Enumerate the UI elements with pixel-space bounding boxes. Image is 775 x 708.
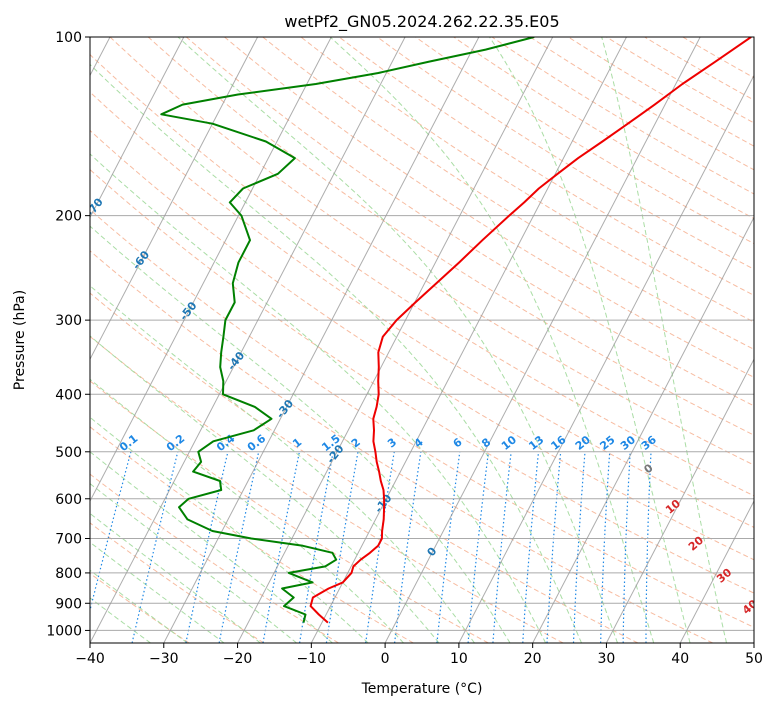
isotherm-line	[90, 37, 406, 643]
dry-adiabat-line	[90, 129, 754, 561]
moist-adiabat-line	[90, 63, 582, 643]
sounding-profiles	[160, 37, 752, 624]
y-tick-label: 400	[55, 387, 82, 403]
moist-adiabat-line	[90, 285, 475, 643]
dry-adiabat-line	[90, 168, 754, 594]
mixing-ratio-line	[131, 451, 179, 643]
dry-adiabat-line	[491, 37, 754, 195]
x-axis-title: Temperature (°C)	[361, 681, 483, 697]
isotherm-line	[532, 216, 754, 643]
mixing-ratio-line	[467, 451, 489, 643]
mixing-ratio-line	[365, 451, 395, 643]
y-tick-label: 200	[55, 209, 82, 225]
moist-adiabat-line	[90, 416, 369, 643]
dry-adiabat-line	[415, 37, 754, 245]
dry-adiabat-line	[90, 209, 754, 628]
mixing-ratio-lines	[90, 451, 652, 643]
moist-adiabat-line	[90, 541, 225, 643]
mixing-ratio-line	[394, 451, 422, 643]
x-tick-label: 40	[671, 651, 689, 667]
dry-adiabat-line	[90, 292, 639, 643]
dry-adiabat-line	[185, 37, 754, 407]
mixing-ratio-line	[572, 451, 586, 643]
temperature-profile-line	[309, 37, 752, 624]
y-tick-label: 100	[55, 30, 82, 46]
dewpoint-profile-line	[160, 37, 535, 623]
x-tick-label: −30	[149, 651, 179, 667]
dry-adiabat-line	[300, 37, 754, 323]
isotherm-line	[679, 499, 754, 643]
x-tick-label: −40	[75, 651, 105, 667]
mixing-ratio-line	[546, 451, 562, 643]
mixing-ratio-line	[185, 451, 229, 643]
dry-adiabat-line	[90, 91, 754, 528]
dry-adiabat-line	[377, 37, 754, 270]
x-tick-label: 50	[745, 651, 763, 667]
isotherm-line	[90, 37, 185, 219]
moist-adiabat-line	[489, 37, 691, 643]
y-tick-label: 500	[55, 445, 82, 461]
mixing-ratio-line	[600, 451, 611, 643]
isotherm-line	[458, 74, 754, 643]
isotherm-line	[310, 37, 627, 643]
isotherm-line	[384, 37, 701, 643]
mixing-ratio-line	[492, 451, 512, 643]
dry-adiabat-line	[90, 473, 339, 643]
y-tick-label: 300	[55, 313, 82, 329]
dry-adiabat-line	[90, 522, 265, 643]
x-tick-label: −10	[297, 651, 327, 667]
dry-adiabat-line	[109, 37, 754, 466]
dry-adiabats	[90, 37, 754, 643]
isotherm-line	[163, 37, 480, 643]
dry-adiabat-line	[567, 37, 754, 147]
y-tick-label: 800	[55, 566, 82, 582]
moist-adiabat-line	[90, 378, 404, 643]
x-tick-label: 0	[381, 651, 390, 667]
isotherm-line	[237, 37, 554, 643]
x-axis: −40 −30 −20 −10 0 10 20 30 40 50	[75, 643, 763, 667]
x-tick-label: 10	[450, 651, 468, 667]
x-tick-label: −20	[223, 651, 253, 667]
dry-adiabat-line	[529, 37, 754, 171]
plot-area: -100-90-80-70-60-50-40-30-20-100 0.10.20…	[90, 37, 754, 643]
x-tick-label: 20	[524, 651, 542, 667]
moist-adiabat-line	[601, 37, 727, 643]
isotherm-line	[90, 37, 332, 503]
moist-adiabat-line	[329, 37, 655, 643]
y-tick-label: 1000	[46, 623, 82, 639]
x-tick-label: 30	[598, 651, 616, 667]
isotherm-line	[90, 37, 259, 361]
y-axis-title: Pressure (hPa)	[12, 290, 28, 390]
dry-adiabat-line	[90, 250, 713, 643]
mixing-ratio-line	[522, 451, 540, 643]
moist-adiabat-line	[90, 225, 511, 643]
mixing-ratio-line	[436, 451, 461, 643]
moist-adiabat-line	[177, 37, 618, 643]
y-tick-label: 700	[55, 532, 82, 548]
y-axis: 100 200 300 400 500 600 700 800 900 1000	[46, 30, 90, 639]
dry-adiabat-line	[224, 37, 754, 378]
y-tick-label: 900	[55, 596, 82, 612]
mixing-ratio-line	[90, 451, 132, 613]
isotherm-gridlines	[90, 37, 754, 643]
y-tick-label: 600	[55, 492, 82, 508]
plot-frame	[89, 36, 755, 644]
moist-adiabat-line	[90, 512, 261, 643]
plot-title: wetPf2_GN05.2024.262.22.35.E05	[284, 12, 559, 32]
dry-adiabat-line	[262, 37, 754, 350]
isotherm-line	[605, 358, 754, 643]
